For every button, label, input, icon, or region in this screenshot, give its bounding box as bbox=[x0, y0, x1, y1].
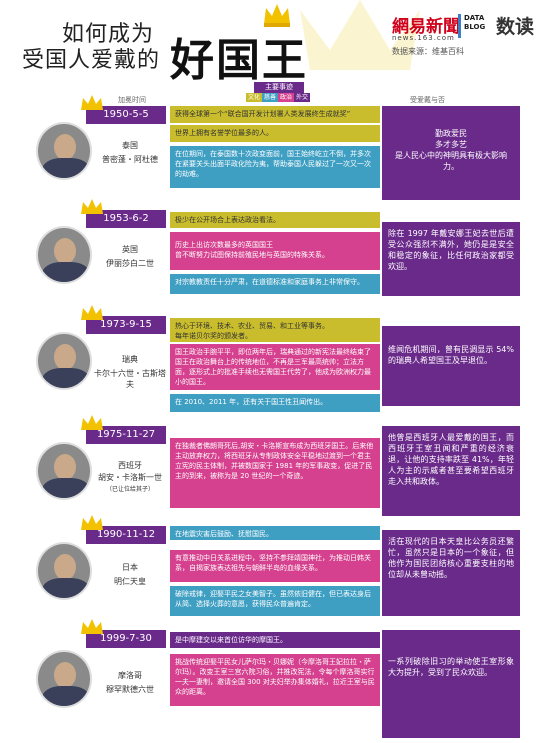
crown-icon bbox=[81, 95, 103, 110]
rating-text: 他曾是西班牙人最爱戴的国王，而西班牙王室丑闻和严重的经济衰退，让他的支持率跌至 … bbox=[382, 426, 520, 516]
coronation-date: 1973-9-15 bbox=[86, 316, 166, 334]
avatar bbox=[36, 122, 92, 180]
event-item: 对宗教教责任十分严肃，在道德标准和家庭事务上非常保守。 bbox=[170, 274, 380, 294]
table-row: 1973-9-15 瑞典 卡尔十六世・古斯塔夫 热心于环境、技术、农业、贸易、和… bbox=[30, 305, 520, 416]
rating-text: 维闻危机期间，曾有民调显示 54% 的瑞典人希望国王及早退位。 bbox=[382, 326, 520, 406]
avatar bbox=[36, 542, 92, 600]
avatar bbox=[36, 442, 92, 500]
event-item: 世界上拥有名誉学位最多的人。 bbox=[170, 125, 380, 142]
crown-icon bbox=[81, 515, 103, 530]
crown-icon bbox=[264, 4, 290, 27]
event-item: 是中摩建交以来首位访华的摩国王。 bbox=[170, 632, 380, 648]
king-name: 普密蓬・阿杜德 bbox=[102, 155, 158, 164]
header: 如何成为 受国人爱戴的 好国王 網易新聞 news.163.com DATA B… bbox=[0, 0, 550, 86]
king-name: 伊丽莎白二世 bbox=[106, 259, 154, 268]
king-name: 穆罕默德六世 bbox=[106, 685, 154, 694]
event-item: 在独裁者佛朗哥死后,胡安・卡洛斯宣布成为西班牙国王。后来他主动放弃权力，将西班牙… bbox=[170, 438, 380, 508]
event-item: 有意推动中日关系进程中，坚持不参拜靖国神社，为推动日韩关系，自揭家族表达祖先与朝… bbox=[170, 550, 380, 582]
title-line1: 如何成为 bbox=[62, 22, 155, 47]
table-row: 1990-11-12 日本 明仁天皇 在地震灾害后鼓励、抚慰国民。 有意推动中日… bbox=[30, 515, 520, 620]
king-name: 明仁天皇 bbox=[114, 577, 146, 586]
legend-charity: 慈善 bbox=[262, 93, 278, 102]
brand-logo: 網易新聞 bbox=[392, 17, 460, 37]
col-head-coronation: 加冕时间 bbox=[118, 96, 146, 104]
col-head-main-events: 主要事迹 bbox=[254, 82, 304, 93]
title-line2: 受国人爱戴的 bbox=[22, 48, 161, 73]
event-item: 破除戒律，迎娶平民之女美智子。虽然依旧健在，但已表达身后从简、选择火葬的意愿，获… bbox=[170, 586, 380, 616]
coronation-date: 1950-5-5 bbox=[86, 106, 166, 124]
crown-icon bbox=[81, 415, 103, 430]
coronation-date: 1975-11-27 bbox=[86, 426, 166, 444]
rating-text: 活在现代的日本天皇比公务员还繁忙，虽然只是日本的一个象征，但他作为国民团结核心重… bbox=[382, 530, 520, 616]
title-big: 好国王 bbox=[170, 35, 308, 86]
avatar bbox=[36, 226, 92, 284]
rating-text: 勤政爱民 多才多艺 是人民心中的神明具有极大影响力。 bbox=[382, 106, 520, 200]
crown-icon bbox=[81, 199, 103, 214]
coronation-date: 1953-6-2 bbox=[86, 210, 166, 228]
legend-culture: 文化 bbox=[246, 93, 262, 102]
crown-icon bbox=[81, 305, 103, 320]
event-item: 挑战传统迎娶平民女儿萨尔玛・贝娜妮（今摩洛哥王妃拉拉・萨尔玛）。改变王室三宫六院… bbox=[170, 654, 380, 706]
coronation-date: 1999-7-30 bbox=[86, 630, 166, 648]
country: 瑞典 bbox=[122, 355, 138, 364]
avatar bbox=[36, 650, 92, 708]
event-item: 热心于环境、技术、农业、贸易、和工业等事务。 每年诺贝尔奖的颁发者。 bbox=[170, 318, 380, 342]
event-item: 历史上出访次数最多的英国国王 曾不断努力试图保持前殖民地与英国的特殊关系。 bbox=[170, 232, 380, 270]
event-item: 极少在公开场合上表达政治看法。 bbox=[170, 212, 380, 228]
event-item: 获得全球第一个“联合国开发计划署人类发展终生成就奖” bbox=[170, 106, 380, 123]
table-row: 1953-6-2 英国 伊丽莎白二世 极少在公开场合上表达政治看法。 历史上出访… bbox=[30, 199, 520, 300]
legend-politics: 政治 bbox=[278, 93, 294, 102]
avatar bbox=[36, 332, 92, 390]
country: 英国 bbox=[122, 245, 138, 254]
country: 日本 bbox=[122, 563, 138, 572]
event-item: 在位期间，在泰国数十次政变面前，国王始终屹立不倒，并多次在紧要关头出面平政化险为… bbox=[170, 146, 380, 188]
event-item: 在地震灾害后鼓励、抚慰国民。 bbox=[170, 526, 380, 540]
king-note: （已让位给其子） bbox=[105, 486, 154, 493]
rating-text: 除在 1997 年戴安娜王妃去世后遭受公众强烈不满外，她仍是是安全和稳定的象征，… bbox=[382, 222, 520, 296]
table-row: 1950-5-5 泰国 普密蓬・阿杜德 获得全球第一个“联合国开发计划署人类发展… bbox=[30, 95, 520, 202]
crown-icon bbox=[81, 619, 103, 634]
background-crown-icon bbox=[300, 0, 420, 70]
shudu-label: 数读 bbox=[496, 16, 535, 38]
datablog-logo: DATA BLOG bbox=[458, 14, 492, 38]
event-item: 国王政治手腕平平，即位两年后，瑞典通过的新宪法最终结束了国王在政治舞台上的传统地… bbox=[170, 344, 380, 390]
source-text: 数据来源：维基百科 bbox=[392, 47, 464, 56]
country: 摩洛哥 bbox=[118, 671, 142, 680]
country: 西班牙 bbox=[118, 461, 142, 470]
king-name: 胡安・卡洛斯一世 bbox=[98, 473, 162, 482]
table-row: 1999-7-30 摩洛哥 穆罕默德六世 是中摩建交以来首位访华的摩国王。 挑战… bbox=[30, 619, 520, 738]
col-head-rating: 受爱戴与否 bbox=[410, 96, 445, 104]
brand-url: news.163.com bbox=[392, 34, 455, 42]
legend: 文化 慈善 政治 外交 bbox=[246, 93, 310, 102]
table-row: 1975-11-27 西班牙 胡安・卡洛斯一世 （已让位给其子） 在独裁者佛朗哥… bbox=[30, 415, 520, 516]
king-name: 卡尔十六世・古斯塔夫 bbox=[94, 369, 166, 389]
rating-text: 一系列破除旧习的举动使王室形象大为提升，受到了民众欢迎。 bbox=[382, 630, 520, 738]
coronation-date: 1990-11-12 bbox=[86, 526, 166, 544]
event-item: 在 2010、2011 年，还有关于国王性丑闻传出。 bbox=[170, 394, 380, 412]
legend-diplomacy: 外交 bbox=[294, 93, 310, 102]
country: 泰国 bbox=[122, 141, 138, 150]
